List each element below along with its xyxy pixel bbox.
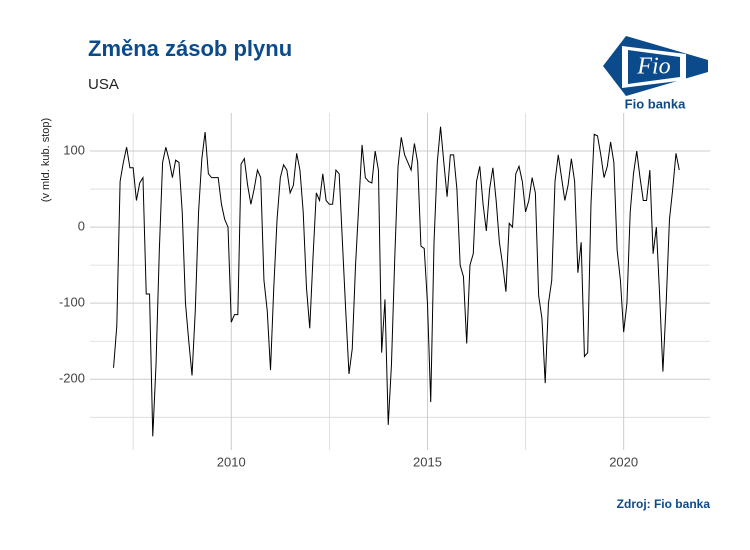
x-tick-label: 2015 [413,454,442,469]
y-tick-label: 0 [78,219,85,234]
y-tick-label: -200 [59,371,85,386]
data-line [113,126,680,437]
y-tick-label: -100 [59,295,85,310]
y-axis-label: (v mld. kub. stop) [40,118,52,202]
grid [90,113,710,450]
source: Zdroj: Fio banka [617,497,711,511]
chart-title: Změna zásob plynu [88,36,292,61]
x-tick-label: 2010 [217,454,246,469]
chart-subtitle: USA [88,76,119,93]
x-tick-label: 2020 [609,454,638,469]
logo-inner [628,50,680,84]
y-tick-label: 100 [63,142,85,157]
logo: Fio Fio banka [603,36,708,111]
logo-mark: Fio [636,54,670,80]
logo-name: Fio banka [625,96,686,111]
